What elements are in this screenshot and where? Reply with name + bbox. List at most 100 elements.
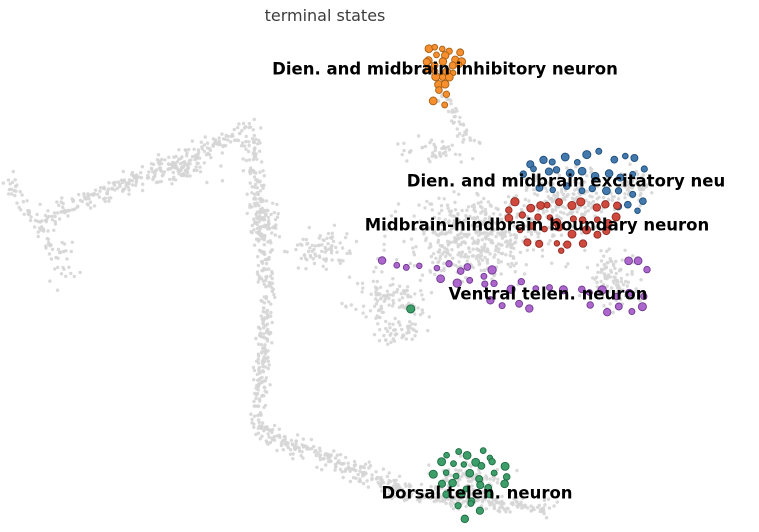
background-point	[318, 446, 322, 450]
background-point	[76, 204, 80, 208]
background-point	[476, 240, 480, 244]
background-point	[391, 337, 395, 341]
point-dien-midbrain-inhibitory	[455, 61, 463, 69]
background-point	[413, 322, 417, 326]
background-point	[177, 148, 181, 152]
background-point	[346, 466, 351, 470]
background-point	[53, 219, 57, 224]
background-point	[429, 138, 434, 142]
background-point	[623, 279, 628, 284]
background-point	[450, 256, 455, 260]
background-point	[248, 203, 252, 207]
background-point	[199, 140, 203, 144]
background-point	[510, 261, 514, 266]
background-point	[62, 249, 66, 254]
background-point	[599, 249, 603, 253]
background-point	[154, 180, 159, 185]
background-point	[504, 253, 508, 257]
background-point	[374, 288, 379, 292]
background-point	[312, 261, 317, 266]
background-point	[496, 250, 501, 254]
background-point	[439, 495, 443, 499]
background-point	[48, 279, 52, 283]
background-point	[379, 296, 383, 300]
background-point	[493, 253, 497, 257]
background-point	[55, 288, 60, 292]
point-midbrain-hindbrain-boundary	[567, 229, 577, 239]
background-point	[505, 239, 509, 243]
background-point	[453, 200, 457, 205]
background-point	[309, 437, 314, 442]
background-point	[37, 226, 42, 230]
background-point	[480, 500, 485, 504]
point-ventral-telen	[433, 264, 441, 272]
background-point	[387, 488, 391, 493]
background-point	[494, 221, 498, 225]
background-point	[260, 259, 265, 264]
background-point	[21, 200, 25, 204]
background-point	[10, 192, 14, 196]
background-point	[291, 457, 295, 461]
background-point	[512, 241, 517, 245]
background-point	[554, 208, 558, 212]
background-point	[481, 497, 485, 501]
point-dorsal-telen	[471, 457, 481, 467]
background-point	[552, 233, 556, 238]
background-point	[254, 359, 259, 363]
background-point	[479, 211, 483, 215]
background-point	[301, 237, 305, 241]
background-point	[484, 474, 488, 478]
point-ventral-telen	[603, 308, 612, 317]
background-point	[486, 234, 490, 238]
background-point	[457, 132, 462, 136]
background-point	[443, 218, 447, 222]
cluster-labels: Dien. and midbrain inhibitory neuron Dien…	[272, 60, 725, 503]
background-point	[602, 263, 606, 267]
background-point	[269, 310, 273, 315]
background-point	[198, 170, 203, 174]
background-point	[492, 506, 497, 511]
background-point	[418, 500, 422, 504]
background-point	[509, 245, 513, 249]
background-point	[83, 196, 87, 201]
point-dien-midbrain-inhibitory	[424, 44, 434, 53]
point-dorsal-telen	[500, 479, 509, 489]
background-point	[437, 216, 441, 221]
background-point	[256, 255, 260, 259]
point-dorsal-telen	[462, 485, 470, 493]
background-point	[399, 489, 403, 493]
background-point	[360, 471, 365, 475]
background-point	[450, 143, 454, 147]
cluster-label-ventral-telen: Ventral telen. neuron	[449, 285, 648, 304]
point-dien-midbrain-inhibitory	[428, 96, 438, 106]
background-point	[262, 306, 266, 310]
background-point	[254, 396, 258, 401]
background-point	[253, 182, 258, 186]
point-midbrain-hindbrain-boundary	[518, 211, 526, 219]
background-point	[564, 265, 568, 269]
background-point	[332, 449, 336, 453]
background-point	[557, 173, 562, 178]
background-point	[432, 142, 436, 146]
point-dorsal-telen	[455, 448, 463, 456]
background-point	[168, 177, 172, 182]
background-point	[46, 209, 50, 213]
background-point	[262, 335, 266, 340]
point-dien-midbrain-excitatory	[604, 169, 614, 178]
background-point	[318, 234, 323, 238]
background-point	[270, 231, 274, 235]
background-point	[546, 194, 550, 199]
point-midbrain-hindbrain-boundary	[592, 203, 601, 212]
background-point	[70, 197, 74, 201]
background-point	[589, 170, 593, 174]
background-point	[121, 169, 126, 174]
background-point	[268, 440, 273, 445]
point-dien-midbrain-excitatory	[560, 152, 570, 162]
background-point	[139, 176, 144, 180]
point-midbrain-hindbrain-boundary	[602, 226, 611, 236]
background-point	[478, 256, 482, 260]
background-point	[386, 481, 390, 486]
background-point	[450, 248, 454, 252]
background-point	[264, 376, 269, 380]
background-point	[395, 258, 399, 262]
